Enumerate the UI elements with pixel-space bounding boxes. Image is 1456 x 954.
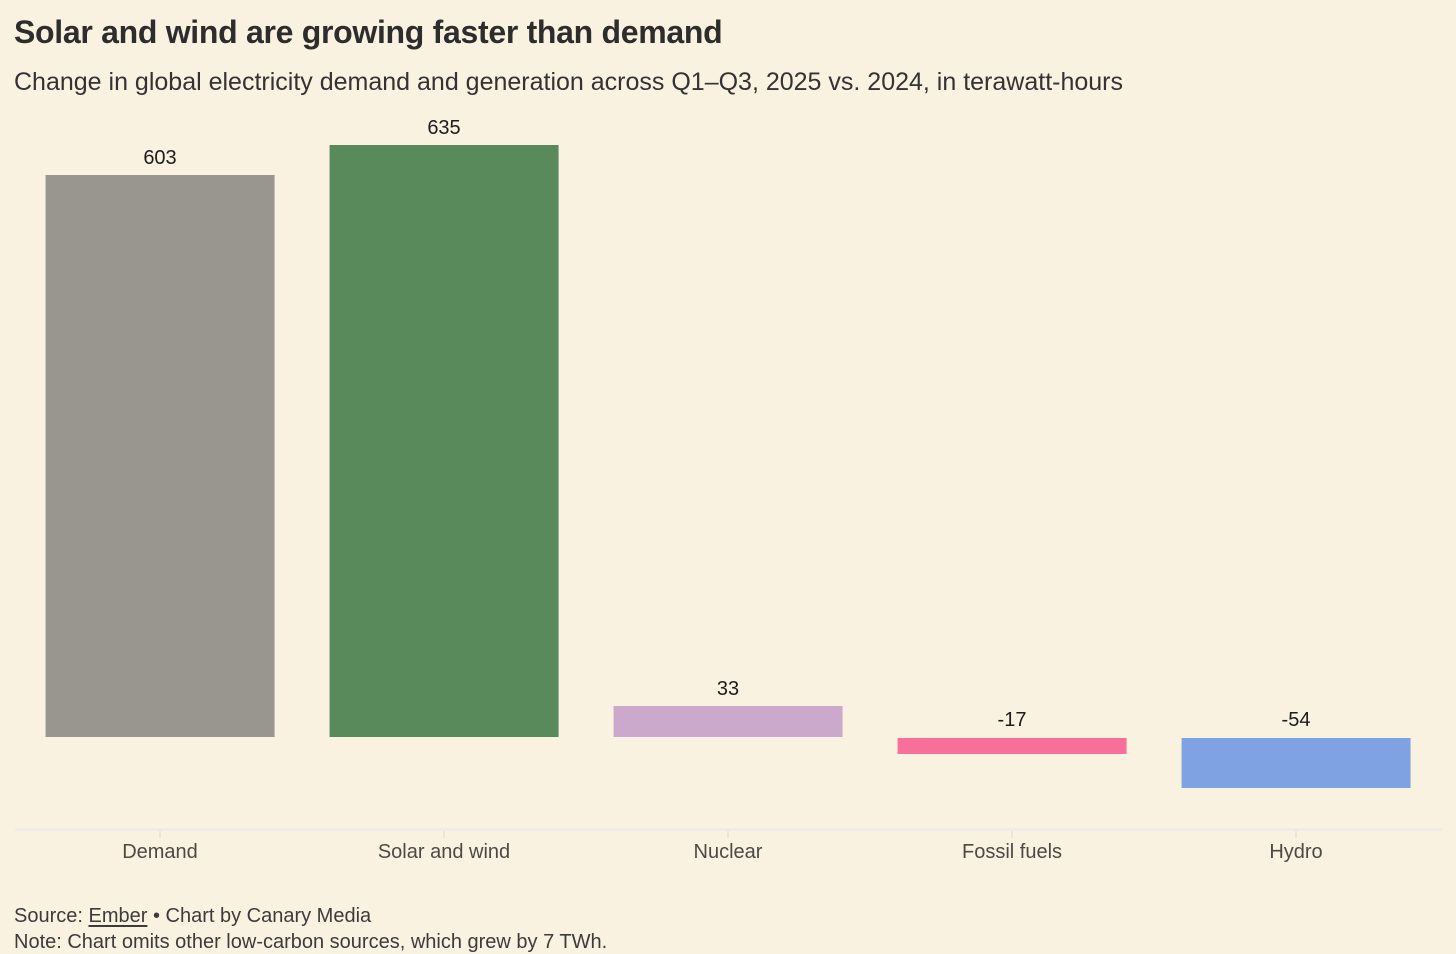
chart-note: Note: Chart omits other low-carbon sourc…	[14, 931, 608, 953]
x-axis-line	[15, 828, 1442, 831]
chart-slot-solar-and-wind: 635 Solar and wind	[302, 117, 586, 880]
source-line: Source: Ember • Chart by Canary Media	[14, 904, 371, 928]
bar-solar-and-wind	[329, 145, 559, 737]
x-axis-tick-hydro	[1295, 831, 1297, 838]
bar-fossil-fuels	[897, 738, 1127, 754]
x-axis-tick-demand	[159, 831, 161, 838]
bar-value-hydro: -54	[1281, 709, 1311, 731]
x-axis-tick-solar-and-wind	[443, 831, 445, 838]
bar-value-solar-and-wind: 635	[427, 117, 461, 139]
source-link-ember[interactable]: Ember	[88, 905, 148, 927]
chart-plot-area: 603 Demand 635 Solar and wind 33 Nuclear -17 Fo…	[0, 117, 1456, 880]
bar-nuclear	[613, 706, 843, 737]
bar-value-demand: 603	[143, 147, 177, 169]
bar-value-fossil-fuels: -17	[997, 709, 1027, 731]
x-axis-label-nuclear: Nuclear	[693, 841, 763, 863]
source-credit: • Chart by Canary Media	[147, 905, 372, 927]
x-axis-label-hydro: Hydro	[1269, 841, 1323, 863]
chart-subtitle: Change in global electricity demand and …	[14, 68, 1123, 96]
x-axis-label-solar-and-wind: Solar and wind	[377, 841, 511, 863]
bar-hydro	[1181, 738, 1411, 788]
chart-slot-nuclear: 33 Nuclear	[586, 120, 870, 880]
x-axis-tick-nuclear	[727, 831, 729, 838]
bar-value-nuclear: 33	[716, 678, 740, 700]
source-prefix: Source:	[14, 905, 89, 927]
x-axis-label-demand: Demand	[122, 841, 198, 863]
x-axis-label-fossil-fuels: Fossil fuels	[961, 841, 1063, 863]
x-axis-tick-fossil-fuels	[1011, 831, 1013, 838]
chart-slot-fossil-fuels: -17 Fossil fuels	[870, 120, 1154, 880]
bar-chart: 603 Demand 635 Solar and wind 33 Nuclear -17 Fo…	[0, 117, 1456, 880]
chart-slot-demand: 603 Demand	[18, 120, 302, 880]
bar-demand	[45, 175, 275, 737]
chart-slot-hydro: -54 Hydro	[1154, 120, 1438, 880]
chart-title: Solar and wind are growing faster than d…	[14, 14, 723, 50]
